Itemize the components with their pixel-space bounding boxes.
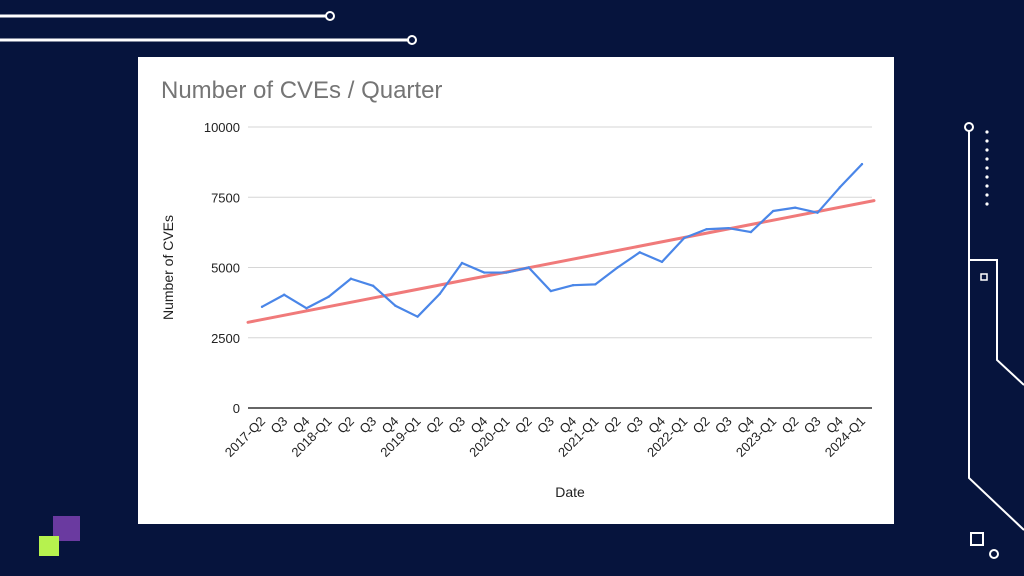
square-outline-icon bbox=[970, 532, 984, 546]
data-point bbox=[549, 289, 553, 293]
data-point bbox=[771, 209, 775, 213]
x-tick-label: Q2 bbox=[334, 414, 357, 437]
data-point bbox=[327, 295, 330, 298]
data-point bbox=[860, 162, 864, 166]
data-point bbox=[838, 186, 841, 189]
x-tick-label: Q3 bbox=[356, 414, 379, 437]
data-point bbox=[638, 251, 641, 254]
x-tick-label: Q3 bbox=[267, 414, 290, 437]
circuit-node-icon bbox=[989, 549, 999, 559]
data-point bbox=[394, 304, 397, 307]
circuit-path-right bbox=[968, 131, 1024, 531]
data-point bbox=[438, 292, 441, 296]
y-tick-label: 5000 bbox=[211, 261, 240, 276]
data-point bbox=[616, 266, 619, 269]
circuit-chip-icon bbox=[980, 273, 988, 281]
data-point bbox=[571, 284, 575, 287]
data-point bbox=[483, 271, 486, 274]
y-tick-label: 10000 bbox=[204, 120, 240, 135]
y-tick-label: 0 bbox=[233, 401, 240, 416]
data-point bbox=[660, 260, 664, 264]
chart-card: Number of CVEs / Quarter 0 2500 5000 7500 10… bbox=[138, 57, 894, 524]
x-tick-label: Q2 bbox=[779, 414, 802, 437]
x-tick-label: Q3 bbox=[534, 414, 557, 437]
data-point bbox=[349, 277, 353, 280]
data-point bbox=[283, 293, 286, 296]
dotted-line bbox=[985, 130, 989, 206]
x-tick-label: Q3 bbox=[712, 414, 735, 437]
circuit-node-icon bbox=[964, 122, 974, 132]
series-line bbox=[261, 163, 863, 318]
data-point bbox=[527, 266, 530, 269]
circuit-node-icon bbox=[325, 11, 335, 21]
green-square-decoration bbox=[39, 536, 59, 556]
data-point bbox=[816, 211, 819, 214]
x-tick-label: Q2 bbox=[601, 414, 624, 437]
data-point bbox=[505, 271, 508, 274]
y-axis-title: Number of CVEs bbox=[160, 215, 176, 320]
x-tick-label: Q2 bbox=[423, 414, 446, 437]
data-point bbox=[594, 283, 597, 286]
data-point bbox=[371, 284, 375, 287]
x-tick-label: 2017-Q2 bbox=[222, 414, 268, 460]
data-point bbox=[460, 261, 464, 265]
x-tick-label: Q2 bbox=[690, 414, 713, 437]
data-point bbox=[260, 305, 264, 309]
x-axis-title: Date bbox=[555, 484, 585, 500]
data-point bbox=[794, 206, 797, 209]
x-tick-label: Q3 bbox=[801, 414, 824, 437]
circuit-path-right-box bbox=[969, 259, 1024, 386]
data-point bbox=[705, 228, 708, 231]
trend-line bbox=[246, 199, 876, 324]
data-point bbox=[305, 307, 308, 310]
circuit-node-icon bbox=[407, 35, 417, 45]
data-point bbox=[727, 226, 730, 230]
data-point bbox=[749, 230, 753, 234]
chart-title: Number of CVEs / Quarter bbox=[161, 77, 443, 104]
x-tick-label: Q3 bbox=[623, 414, 646, 437]
y-tick-label: 2500 bbox=[211, 331, 240, 346]
x-tick-label: Q2 bbox=[512, 414, 535, 437]
y-tick-label: 7500 bbox=[211, 190, 240, 205]
data-point bbox=[416, 315, 419, 318]
data-point bbox=[683, 236, 686, 240]
x-tick-label: Q3 bbox=[445, 414, 468, 437]
